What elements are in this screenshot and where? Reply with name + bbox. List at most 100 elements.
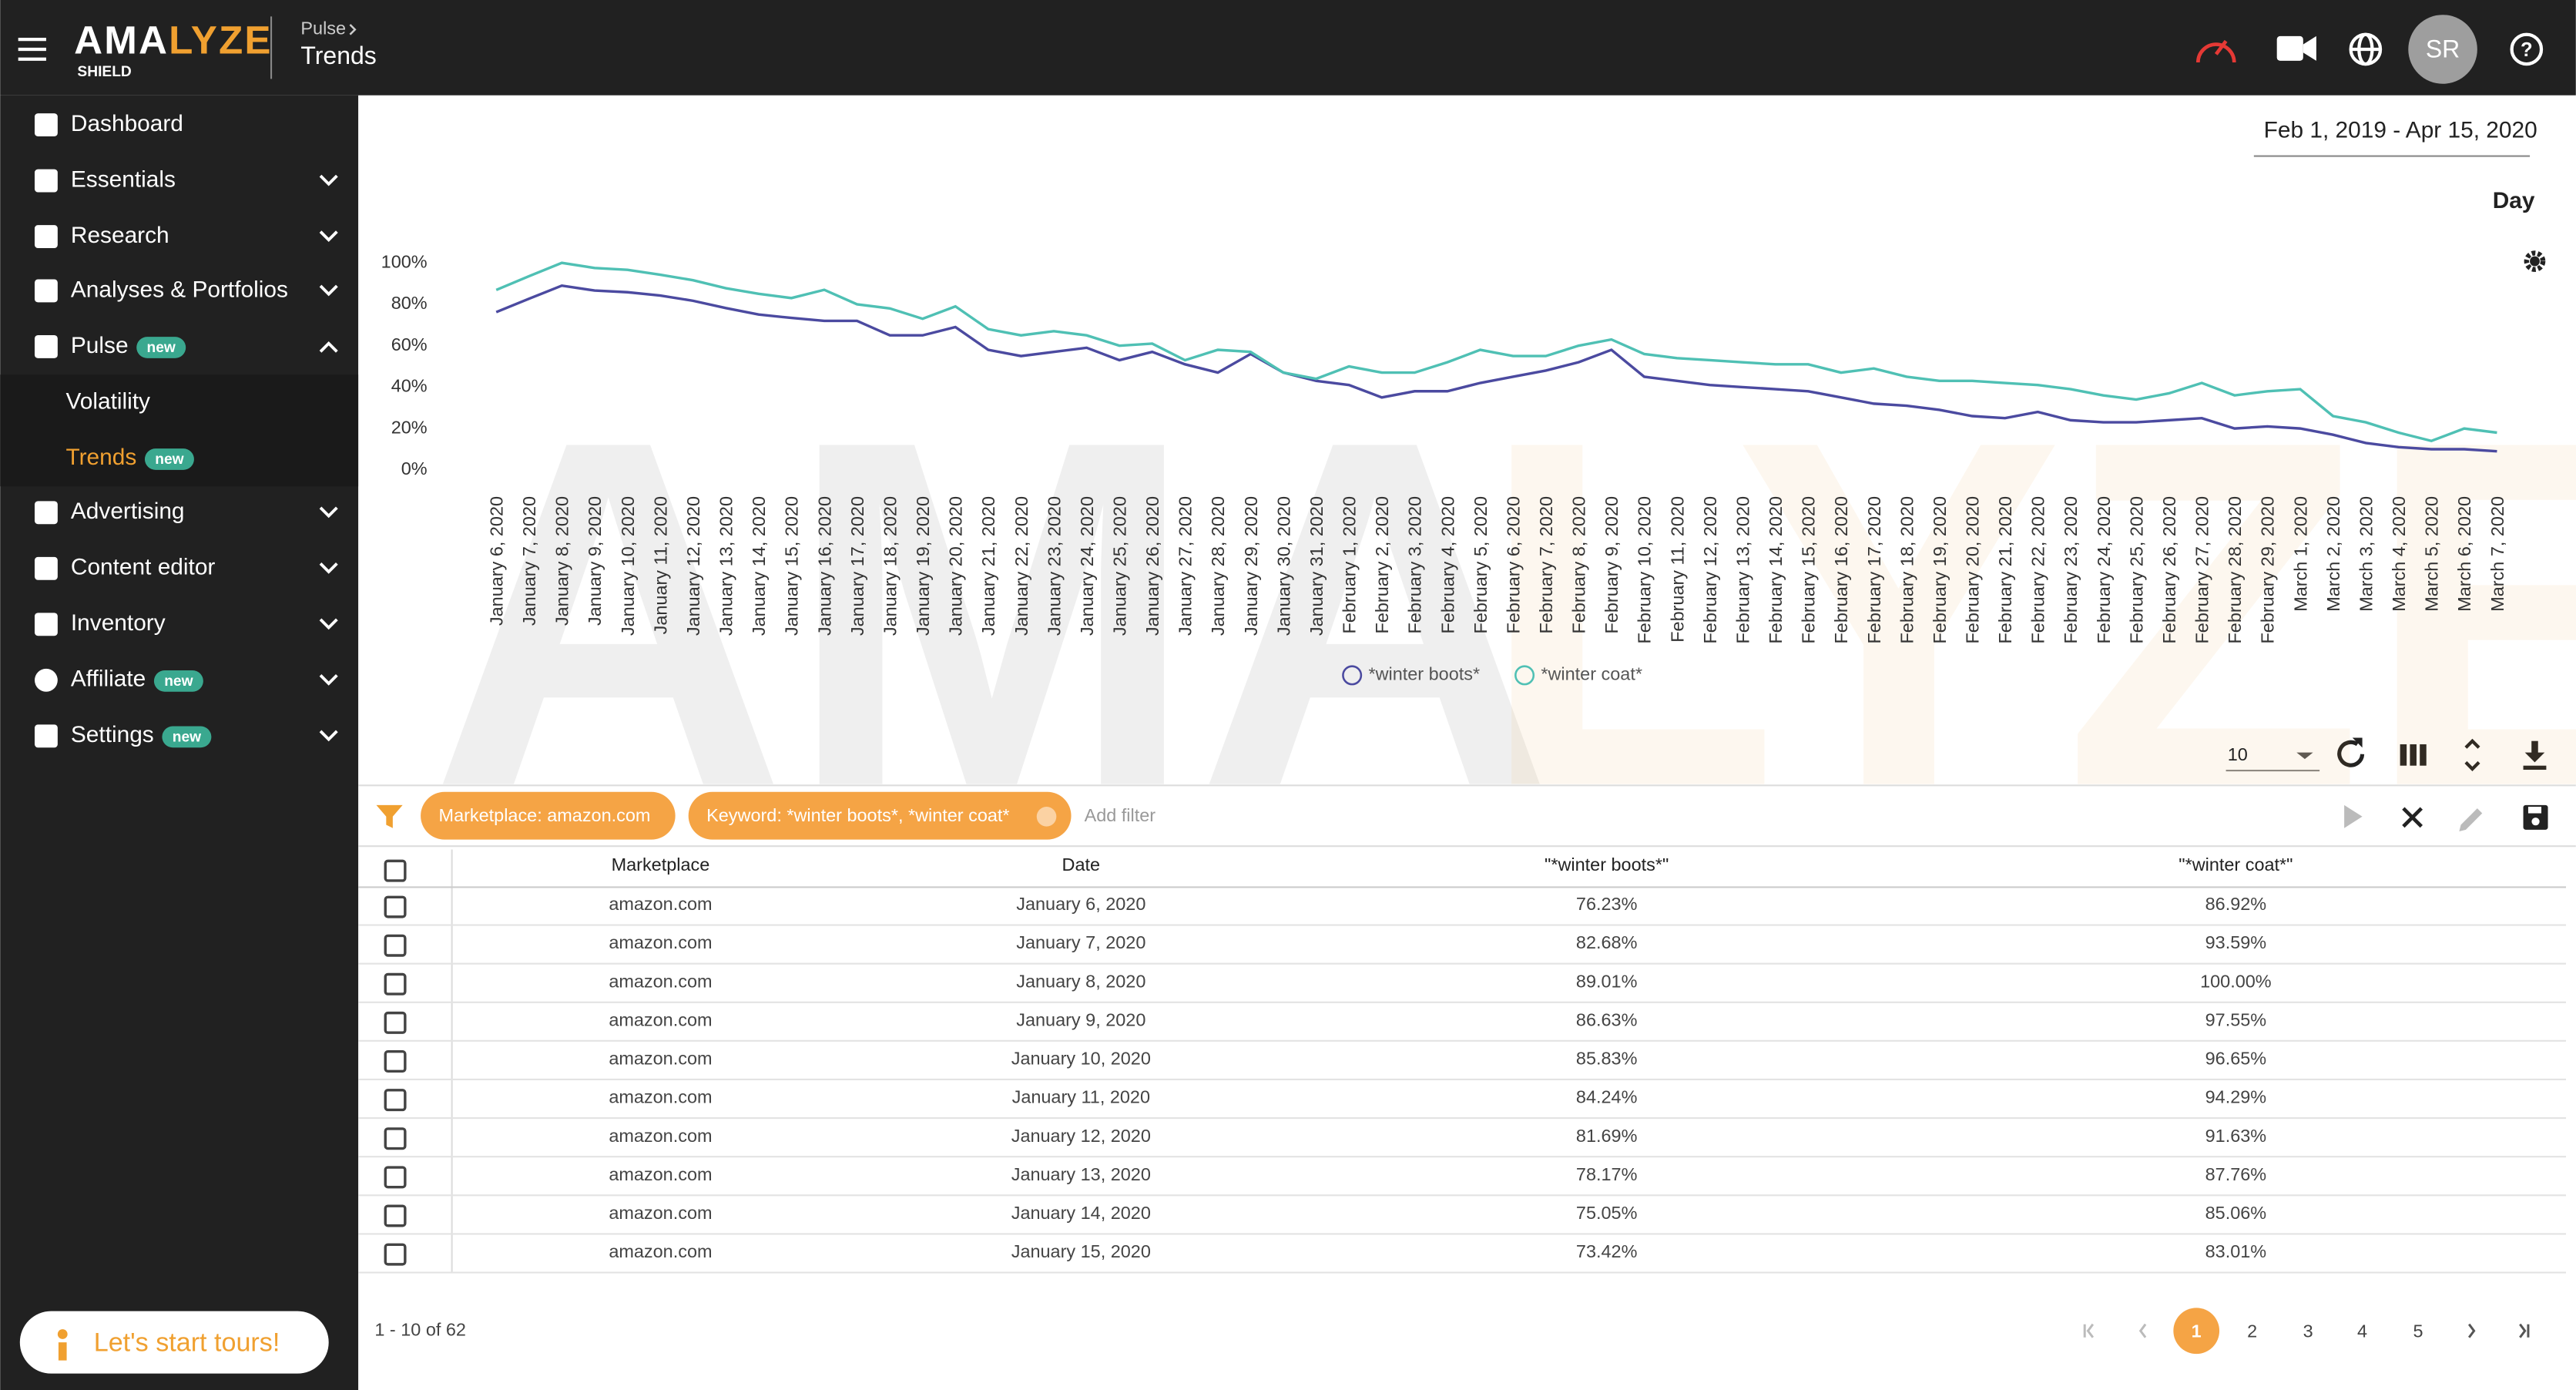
x-tick-label: February 9, 2020 bbox=[1602, 496, 1622, 634]
checkbox[interactable] bbox=[384, 1050, 407, 1073]
settings-icon[interactable] bbox=[2524, 250, 2546, 272]
nav-item[interactable]: Pulse bbox=[71, 333, 129, 358]
badge-label: new bbox=[147, 340, 176, 356]
checkbox[interactable] bbox=[384, 1127, 407, 1150]
x-tick-label: January 7, 2020 bbox=[519, 496, 539, 626]
checkbox[interactable] bbox=[384, 1011, 407, 1034]
checkbox[interactable] bbox=[384, 1204, 407, 1227]
nav-item[interactable]: Affiliate bbox=[71, 666, 146, 692]
nav-item[interactable]: Settings bbox=[71, 722, 154, 747]
help-icon[interactable]: ? bbox=[2510, 32, 2544, 66]
x-tick-label: March 5, 2020 bbox=[2422, 496, 2442, 612]
legend-label[interactable]: *winter coat* bbox=[1541, 664, 1642, 684]
x-tick-label: February 2, 2020 bbox=[1372, 496, 1392, 634]
refresh-icon[interactable] bbox=[2337, 737, 2365, 767]
table-cell: amazon.com bbox=[609, 971, 712, 991]
filter-placeholder[interactable]: Add filter bbox=[1085, 805, 1156, 825]
y-tick-label: 40% bbox=[391, 376, 428, 396]
tour-label[interactable]: Let's start tours! bbox=[94, 1328, 280, 1357]
date-range[interactable]: Feb 1, 2019 - Apr 15, 2020 bbox=[2264, 117, 2537, 143]
legend-marker[interactable] bbox=[1514, 665, 1535, 686]
x-tick-label: January 14, 2020 bbox=[749, 496, 769, 636]
x-tick-label: January 23, 2020 bbox=[1044, 496, 1064, 636]
table-cell: 94.29% bbox=[2205, 1087, 2266, 1107]
filter-chip[interactable] bbox=[688, 791, 1072, 840]
checkbox[interactable] bbox=[384, 859, 407, 882]
pager-arrows[interactable] bbox=[2083, 1323, 2530, 1338]
apply-icon[interactable] bbox=[2344, 804, 2363, 828]
column-header[interactable]: "*winter boots*" bbox=[1545, 854, 1669, 875]
page-button[interactable]: 2 bbox=[2247, 1321, 2257, 1341]
x-tick-label: February 29, 2020 bbox=[2258, 496, 2278, 644]
checkbox[interactable] bbox=[384, 895, 407, 918]
edit-icon[interactable] bbox=[2459, 808, 2483, 831]
granularity[interactable]: Day bbox=[2493, 188, 2535, 213]
menu-button[interactable] bbox=[18, 38, 46, 61]
nav-icon bbox=[34, 335, 58, 358]
video-icon[interactable] bbox=[2276, 35, 2316, 61]
x-tick-label: February 21, 2020 bbox=[1995, 496, 2015, 644]
x-tick-label: January 17, 2020 bbox=[847, 496, 867, 636]
nav-item[interactable]: Content editor bbox=[71, 555, 216, 580]
nav-item[interactable]: Trends bbox=[66, 445, 137, 470]
chip-remove[interactable] bbox=[1036, 807, 1057, 827]
download-icon[interactable] bbox=[2523, 740, 2547, 771]
nav-icon bbox=[34, 613, 58, 636]
filter-chip[interactable] bbox=[421, 791, 676, 840]
clear-icon[interactable] bbox=[2402, 807, 2423, 828]
nav-icon bbox=[34, 113, 58, 136]
badge-label: new bbox=[164, 673, 193, 690]
page-button[interactable]: 3 bbox=[2303, 1321, 2313, 1341]
nav-item[interactable]: Advertising bbox=[71, 499, 185, 524]
per-page-caret[interactable] bbox=[2296, 752, 2313, 760]
avatar[interactable] bbox=[2408, 15, 2477, 84]
page-button[interactable]: 1 bbox=[2192, 1321, 2202, 1341]
column-header[interactable]: Date bbox=[1062, 854, 1101, 875]
x-tick-label: January 21, 2020 bbox=[978, 496, 998, 636]
density-icon[interactable] bbox=[2464, 738, 2480, 771]
checkbox[interactable] bbox=[384, 1166, 407, 1189]
checkbox[interactable] bbox=[384, 1243, 407, 1266]
page-title: Trends bbox=[300, 42, 376, 69]
page-button[interactable]: 5 bbox=[2413, 1321, 2423, 1341]
x-tick-label: February 4, 2020 bbox=[1437, 496, 1457, 634]
table-cell: January 13, 2020 bbox=[1011, 1164, 1151, 1184]
column-header[interactable]: "*winter coat*" bbox=[2179, 854, 2293, 875]
x-tick-label: January 15, 2020 bbox=[782, 496, 802, 636]
legend-marker[interactable] bbox=[1342, 665, 1363, 686]
nav-item[interactable]: Volatility bbox=[66, 388, 151, 414]
nav-item[interactable]: Inventory bbox=[71, 610, 166, 636]
column-header[interactable]: Marketplace bbox=[612, 854, 710, 875]
breadcrumb: Pulse bbox=[300, 18, 346, 39]
nav-chevron bbox=[319, 174, 338, 186]
x-tick-label: March 6, 2020 bbox=[2454, 496, 2474, 612]
per-page[interactable]: 10 bbox=[2228, 744, 2248, 764]
tour-button[interactable] bbox=[19, 1311, 329, 1374]
logo: AMALYZE bbox=[74, 18, 272, 62]
x-tick-label: February 7, 2020 bbox=[1536, 496, 1556, 634]
checkbox[interactable] bbox=[384, 972, 407, 995]
nav-item[interactable]: Analyses & Portfolios bbox=[71, 277, 288, 302]
save-icon[interactable] bbox=[2523, 804, 2548, 830]
filter-icon[interactable] bbox=[376, 804, 403, 828]
x-tick-label: February 11, 2020 bbox=[1667, 496, 1687, 643]
nav-item[interactable]: Dashboard bbox=[71, 111, 183, 136]
x-tick-label: February 13, 2020 bbox=[1732, 496, 1753, 644]
globe-icon[interactable] bbox=[2349, 32, 2383, 66]
legend-label[interactable]: *winter boots* bbox=[1368, 664, 1480, 684]
checkbox[interactable] bbox=[384, 1089, 407, 1112]
speed-icon[interactable] bbox=[2195, 39, 2236, 63]
table-cell: 97.55% bbox=[2205, 1009, 2266, 1029]
x-tick-label: February 24, 2020 bbox=[2094, 496, 2114, 644]
nav-item[interactable]: Essentials bbox=[71, 166, 176, 192]
x-tick-label: March 2, 2020 bbox=[2323, 496, 2343, 612]
nav-chevron bbox=[319, 674, 338, 686]
x-tick-label: January 30, 2020 bbox=[1273, 496, 1293, 636]
checkbox[interactable] bbox=[384, 934, 407, 957]
nav-item[interactable]: Research bbox=[71, 223, 169, 248]
columns-icon[interactable] bbox=[2400, 744, 2427, 766]
page-button[interactable]: 4 bbox=[2357, 1321, 2367, 1341]
nav-chevron bbox=[319, 230, 338, 243]
